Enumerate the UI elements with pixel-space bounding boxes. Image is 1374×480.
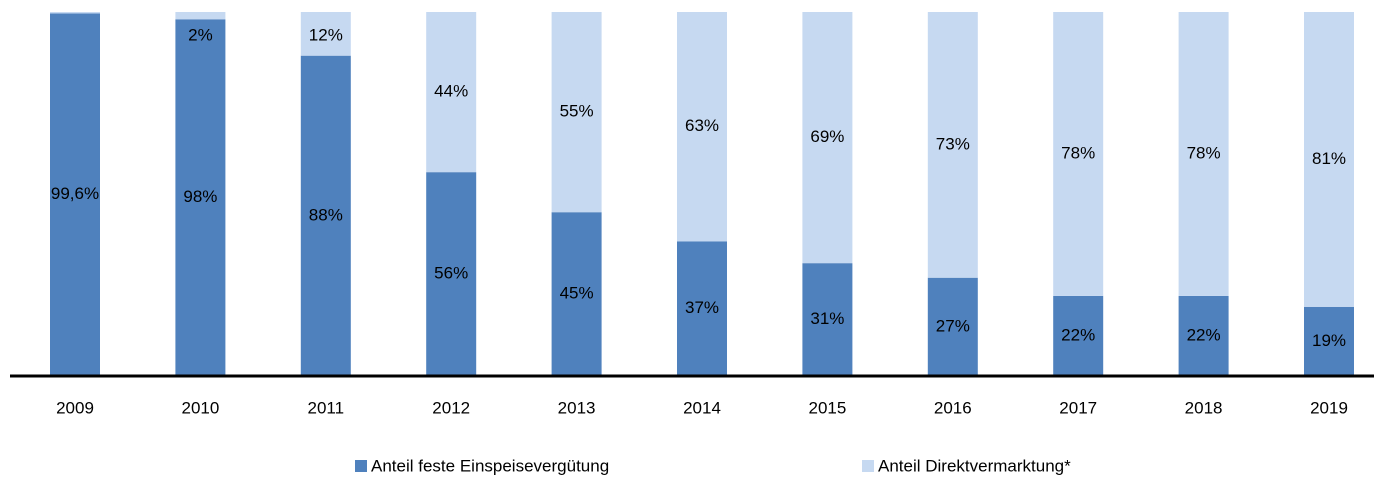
bar-segment <box>802 12 853 264</box>
data-label: 22% <box>1187 325 1221 344</box>
data-label: 22% <box>1061 325 1095 344</box>
bar-segment <box>1178 12 1229 296</box>
data-label: 2% <box>188 25 213 44</box>
data-label: 12% <box>309 25 343 44</box>
x-tick-label: 2011 <box>308 398 345 417</box>
x-tick-label: 2016 <box>934 398 972 417</box>
data-label: 69% <box>810 127 844 146</box>
bar-segment <box>50 13 100 377</box>
bar-segment <box>1304 12 1354 307</box>
data-label: 78% <box>1061 143 1095 162</box>
legend-swatch <box>862 460 874 472</box>
data-label: 27% <box>936 316 970 335</box>
x-tick-label: 2015 <box>808 398 846 417</box>
bar-segment <box>1053 295 1104 376</box>
bar-segment <box>927 277 978 376</box>
legend-label: Anteil feste Einspeisevergütung <box>371 456 609 475</box>
data-label: 19% <box>1312 331 1346 350</box>
data-label: 45% <box>560 284 594 303</box>
bar-segment <box>426 12 477 173</box>
bar-segment <box>426 172 477 376</box>
bar-segment <box>300 55 351 377</box>
data-label: 56% <box>434 264 468 283</box>
bar-segment <box>1304 306 1354 376</box>
data-label: 31% <box>810 309 844 328</box>
legend-label: Anteil Direktvermarktung* <box>878 456 1071 475</box>
data-label: 44% <box>434 82 468 101</box>
legend-swatch <box>355 460 367 472</box>
x-tick-label: 2010 <box>181 398 219 417</box>
bar-segment <box>551 212 602 376</box>
bar-segment <box>50 12 100 14</box>
x-tick-label: 2019 <box>1310 398 1348 417</box>
bar-segment <box>802 263 853 376</box>
bar-segment <box>551 12 602 213</box>
data-label: 88% <box>309 205 343 224</box>
data-label: 81% <box>1312 149 1346 168</box>
bar-segment <box>175 12 226 20</box>
data-label: 55% <box>560 102 594 121</box>
x-tick-label: 2018 <box>1185 398 1223 417</box>
bar-segment <box>677 241 727 376</box>
x-tick-label: 2014 <box>683 398 721 417</box>
bar-segment <box>927 12 978 278</box>
x-tick-label: 2012 <box>432 398 470 417</box>
x-tick-label: 2013 <box>558 398 596 417</box>
data-label: 78% <box>1187 143 1221 162</box>
bar-segment <box>677 12 727 242</box>
bar-segment <box>300 12 351 56</box>
data-label: 98% <box>183 187 217 206</box>
data-label: 63% <box>685 116 719 135</box>
bar-segment <box>1053 12 1104 296</box>
bar-segment <box>175 19 226 377</box>
bar-segment <box>1178 295 1229 376</box>
data-label: 37% <box>685 298 719 317</box>
data-label: 99,6% <box>51 184 99 203</box>
x-tick-label: 2009 <box>56 398 94 417</box>
data-label: 73% <box>936 134 970 153</box>
x-tick-label: 2017 <box>1059 398 1097 417</box>
